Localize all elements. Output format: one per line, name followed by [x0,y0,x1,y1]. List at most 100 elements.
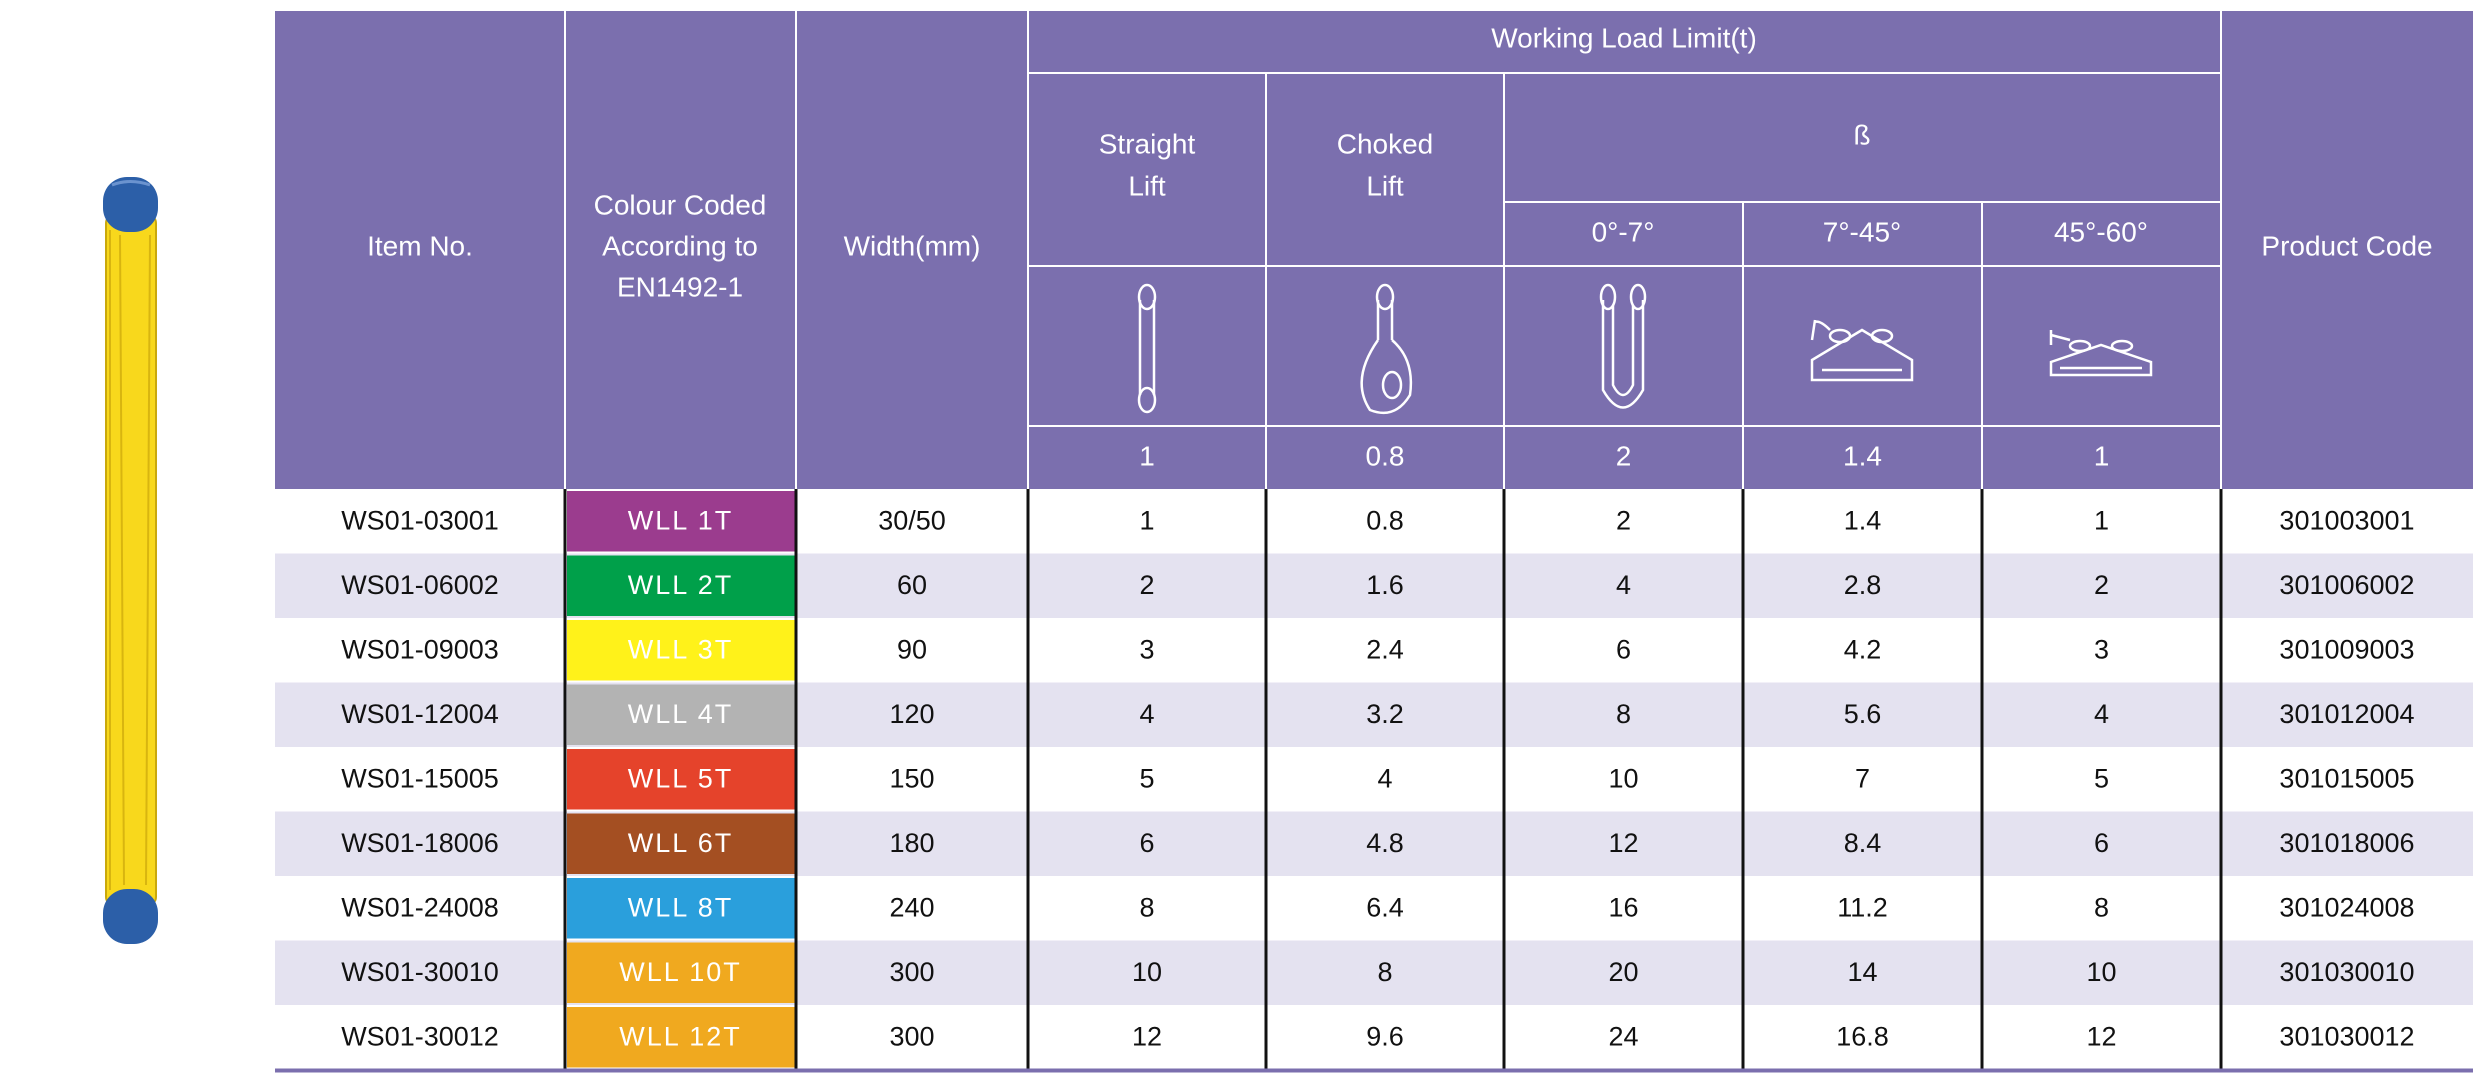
colour-cell [567,555,795,616]
cell: WS01-12004 [341,699,499,729]
header-wll: Working Load Limit(t) [1491,22,1757,53]
cell: 8 [1377,957,1392,987]
header-product-code: Product Code [2261,230,2432,261]
colour-cell [567,813,795,874]
header-choked: Choked [1337,128,1434,159]
cell: 6.4 [1366,892,1404,922]
cell: 8 [1616,699,1631,729]
cell: 16.8 [1836,1021,1889,1051]
cell: 11.2 [1837,892,1888,922]
header-grid [564,11,2222,489]
cell: 14 [1847,957,1877,987]
header-item-no: Item No. [367,230,473,261]
cell: 24 [1608,1021,1638,1051]
header-colour: According to [602,230,758,261]
cell: 4.2 [1844,634,1882,664]
cell: WS01-09003 [341,634,499,664]
cell: 2 [2094,570,2109,600]
cell: 10 [2086,957,2116,987]
cell: WS01-15005 [341,763,499,793]
sling-image [103,177,158,944]
cell: 301003001 [2279,505,2414,535]
cell: 7 [1855,763,1870,793]
colour-cell [567,684,795,745]
cell: 4 [1377,763,1392,793]
colour-cell [567,942,795,1003]
cell: 20 [1608,957,1638,987]
header-colour: Colour Coded [594,189,767,220]
cell: 12 [1132,1021,1162,1051]
header-beta: ß [1853,119,1870,150]
header-colour: EN1492-1 [617,271,743,302]
wll-label: WLL 1T [628,505,734,535]
cell: 2 [1139,570,1154,600]
factor: 1.4 [1843,440,1882,471]
header-background [275,11,2473,489]
cell: WS01-24008 [341,892,499,922]
wll-label: WLL 4T [628,699,734,729]
cell: 3 [1139,634,1154,664]
cell: 301018006 [2279,828,2414,858]
cell: 301015005 [2279,763,2414,793]
lift-icons [1137,283,2153,415]
cell: 1 [2094,505,2109,535]
cell: 180 [889,828,934,858]
cell: 4 [1616,570,1631,600]
cell: 3 [2094,634,2109,664]
cell: 300 [889,957,934,987]
cell: 120 [889,699,934,729]
cell: 8 [2094,892,2109,922]
colour-cell [567,878,795,939]
header-width: Width(mm) [844,230,981,261]
cell: 301006002 [2279,570,2414,600]
cell: 5.6 [1844,699,1882,729]
cell: 2.4 [1366,634,1404,664]
wll-label: WLL 10T [619,957,742,987]
cell: 8 [1139,892,1154,922]
factor: 1 [2094,440,2110,471]
cell: WS01-18006 [341,828,499,858]
cell: 301030012 [2279,1021,2414,1051]
cell: 301009003 [2279,634,2414,664]
cell: 10 [1132,957,1162,987]
cell: 5 [2094,763,2109,793]
header-choked: Lift [1366,170,1404,201]
factor: 0.8 [1366,440,1405,471]
cell: 300 [889,1021,934,1051]
cell: 4 [2094,699,2109,729]
colour-cell [567,749,795,810]
cell: 90 [897,634,927,664]
cell: 1.6 [1366,570,1404,600]
cell: 4 [1139,699,1154,729]
header-angle: 45°-60° [2054,216,2148,247]
cell: 60 [897,570,927,600]
cell: 5 [1139,763,1154,793]
cell: 6 [1616,634,1631,664]
wll-label: WLL 6T [628,828,734,858]
colour-cell [567,620,795,681]
colour-cell [567,1007,795,1068]
cell: 6 [1139,828,1154,858]
cell: 16 [1608,892,1638,922]
cell: WS01-30012 [341,1021,499,1051]
cell: 2 [1616,505,1631,535]
header-angle: 0°-7° [1592,216,1655,247]
colour-cell [567,491,795,552]
cell: 4.8 [1366,828,1404,858]
cell: WS01-03001 [341,505,499,535]
cell: 9.6 [1366,1021,1404,1051]
wll-label: WLL 12T [619,1021,742,1051]
cell: WS01-06002 [341,570,499,600]
wll-label: WLL 2T [628,570,734,600]
cell: 301012004 [2279,699,2414,729]
cell: 12 [1608,828,1638,858]
cell: 6 [2094,828,2109,858]
wll-label: WLL 3T [628,634,734,664]
cell: 150 [889,763,934,793]
cell: 3.2 [1366,699,1404,729]
cell: 8.4 [1844,828,1882,858]
factor: 1 [1139,440,1155,471]
factor: 2 [1616,440,1632,471]
cell: 1.4 [1844,505,1882,535]
